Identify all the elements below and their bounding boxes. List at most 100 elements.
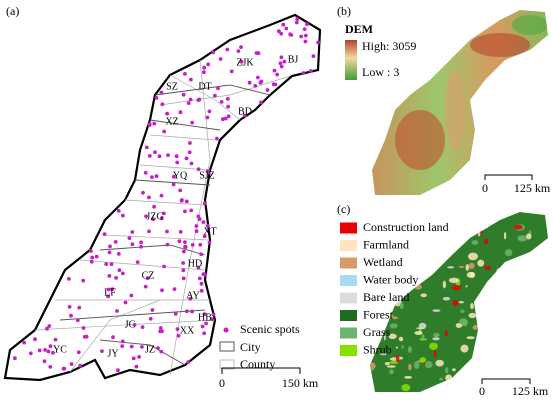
scenic-spot (42, 359, 47, 364)
scenic-spot (225, 97, 230, 101)
scenic-spot (205, 223, 210, 228)
scenic-spot (75, 318, 80, 323)
land-patch (442, 280, 446, 289)
land-patch (487, 283, 493, 289)
scenic-spot (178, 188, 183, 193)
scenic-spot (148, 316, 153, 321)
legend-swatch (340, 222, 357, 234)
legend-label: Grass (363, 325, 391, 339)
scenic-spot (265, 88, 270, 92)
land-patch (496, 267, 504, 275)
land-patch (527, 306, 536, 312)
scenic-spot (108, 244, 112, 249)
scenic-spot (150, 308, 155, 312)
land-patch (414, 262, 424, 267)
scenic-spot (46, 349, 51, 354)
land-patch (370, 367, 374, 372)
scenic-spot (284, 26, 289, 31)
scenic-spot (144, 145, 149, 150)
land-patch (493, 359, 500, 362)
scenic-spot (178, 110, 183, 115)
scenic-spot (202, 201, 207, 206)
land-patch (442, 237, 450, 241)
scenic-spot (174, 154, 179, 159)
land-patch (480, 359, 487, 367)
scenic-spot (116, 368, 120, 373)
land-patch (477, 230, 481, 237)
scenic-spot (130, 230, 135, 234)
land-patch (459, 227, 463, 235)
land-patch (496, 291, 499, 298)
land-patch (534, 356, 542, 364)
legend-swatch (340, 240, 357, 251)
land-patch (436, 385, 442, 389)
scenic-spot (158, 326, 163, 330)
land-patch (526, 344, 535, 349)
land-patch (504, 357, 511, 365)
scenic-spot (131, 356, 136, 361)
land-patch (523, 268, 527, 274)
legend-label: Farmland (363, 237, 409, 251)
legend-label: Scenic spots (240, 322, 300, 336)
land-patch (525, 349, 534, 355)
land-patch (487, 302, 495, 307)
land-patch (404, 212, 408, 216)
scenic-spot (294, 20, 299, 25)
scenic-spot (159, 216, 164, 221)
land-patch (474, 367, 482, 371)
scenic-spot (229, 69, 234, 74)
land-patch (441, 246, 450, 249)
scenic-spot (143, 170, 148, 175)
land-patch (421, 334, 425, 340)
land-patch (395, 354, 400, 363)
land-patch (521, 212, 528, 213)
land-patch (494, 348, 499, 355)
land-patch (477, 259, 485, 267)
land-patch (519, 237, 524, 241)
scenic-spot (239, 45, 243, 49)
city-label: YQ (173, 170, 188, 181)
land-patch (499, 373, 502, 379)
land-patch (432, 309, 441, 312)
scenic-spot (202, 65, 207, 70)
scenic-spot (211, 50, 216, 55)
scenic-spot (154, 174, 159, 179)
scenic-spot (200, 324, 205, 329)
land-patch (482, 334, 489, 342)
legend: Construction land Farmland Wetland Water bo… (340, 220, 449, 356)
scenic-spot (202, 70, 206, 75)
land-patch (408, 236, 416, 239)
land-patch (496, 298, 503, 305)
land-patch (496, 323, 501, 327)
scenic-spot (109, 262, 114, 267)
scenic-spot (185, 309, 189, 314)
scenic-spot (271, 82, 276, 87)
land-patch (466, 271, 476, 278)
city-label: YC (53, 344, 67, 355)
scenic-spot (197, 276, 202, 281)
scenic-spot (223, 116, 228, 121)
scenic-spot (121, 213, 125, 218)
scenic-spot (67, 277, 71, 281)
land-patch (445, 374, 453, 382)
city-label: BJ (288, 54, 299, 65)
land-patch (520, 298, 524, 302)
scenic-spot (81, 278, 86, 283)
scenic-spot (199, 288, 204, 293)
legend-label: High: 3059 (362, 39, 416, 53)
scenic-spot (199, 252, 204, 257)
scenic-spot (67, 305, 72, 309)
scenic-spot (129, 344, 134, 349)
land-patch (399, 302, 404, 310)
land-patch (513, 224, 523, 230)
land-patch (528, 259, 531, 267)
scenic-spot (172, 287, 177, 291)
scenic-spot (196, 167, 201, 172)
scenic-spot (242, 113, 247, 118)
land-patch (451, 284, 462, 291)
scenic-spot (94, 254, 99, 259)
land-patch (370, 378, 371, 385)
scenic-spot (90, 255, 95, 260)
